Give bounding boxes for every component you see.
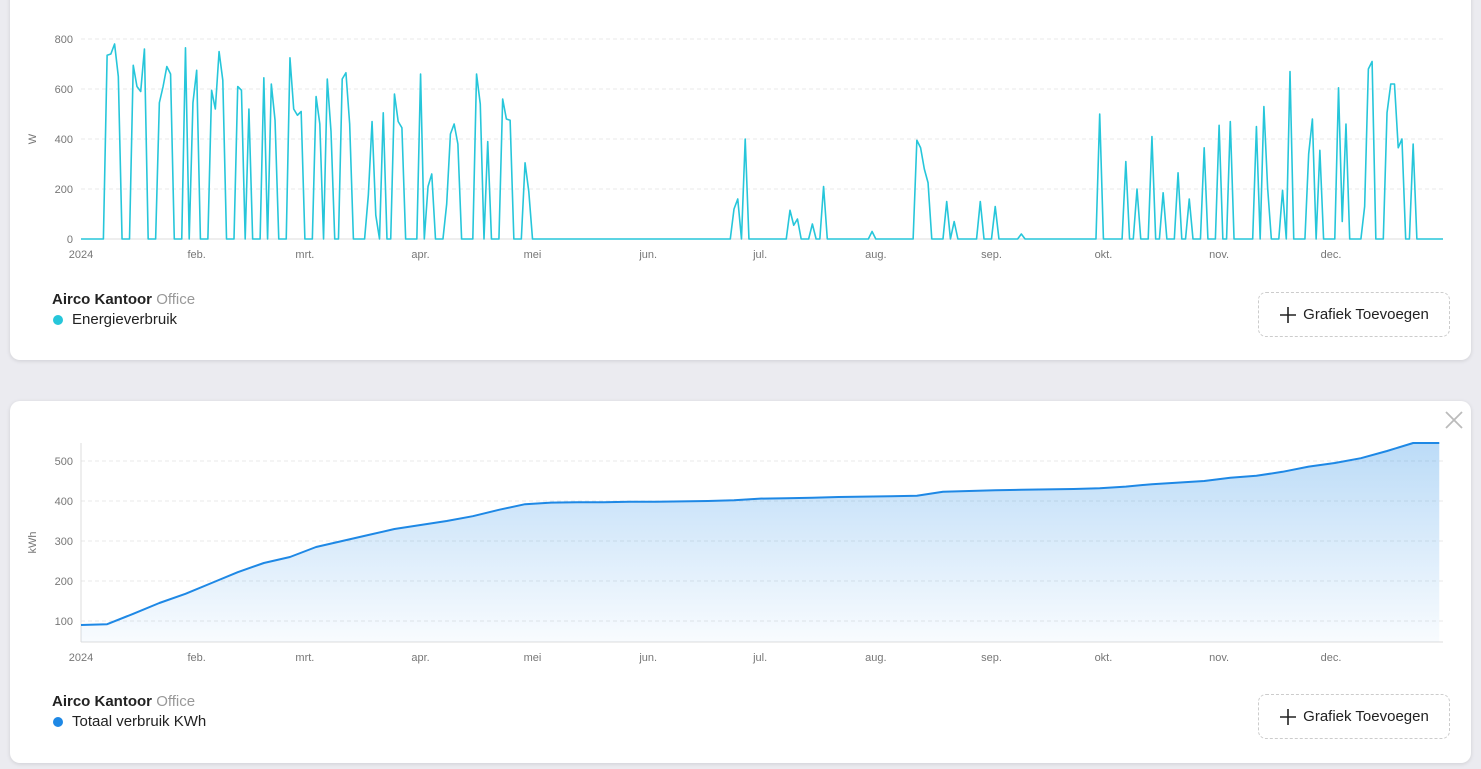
legend: Airco Kantoor Office Energieverbruik	[52, 290, 195, 330]
x-tick-label: apr.	[411, 249, 429, 261]
add-chart-button[interactable]: Grafiek Toevoegen	[1258, 292, 1450, 337]
x-tick-label: aug.	[865, 249, 886, 261]
x-tick-label: jul.	[752, 249, 767, 261]
location: Office	[156, 291, 196, 308]
y-axis-label: W	[27, 133, 39, 144]
x-tick-label: apr.	[411, 652, 429, 664]
legend: Airco Kantoor Office Totaal verbruik KWh	[52, 692, 206, 732]
series-line	[80, 442, 1440, 626]
x-tick-label: nov.	[1209, 249, 1229, 261]
x-tick-label: mrt.	[295, 249, 314, 261]
y-tick-label: 800	[55, 34, 73, 46]
chart: 0 200 400 600 800 2024 feb. mrt. apr. mei jun. jul.…	[27, 34, 1443, 261]
legend-label: Energieverbruik	[72, 311, 178, 328]
x-tick-label: aug.	[865, 652, 886, 664]
legend-item[interactable]: Totaal verbruik KWh	[52, 712, 206, 732]
legend-item[interactable]: Energieverbruik	[52, 310, 195, 330]
legend-title: Airco Kantoor Office	[52, 290, 195, 310]
chart-card: 100 200 300 400 500 2024 feb. mrt. apr. mei jun. ju…	[10, 401, 1471, 763]
x-tick-label: mei	[524, 249, 542, 261]
y-tick-label: 0	[67, 234, 73, 246]
y-tick-label: 500	[55, 456, 73, 468]
button-label: Grafiek Toevoegen	[1303, 306, 1429, 323]
y-tick-label: 400	[55, 496, 73, 508]
close-button[interactable]	[1444, 410, 1464, 430]
legend-dot	[53, 717, 63, 727]
x-tick-label: jul.	[752, 652, 767, 664]
x-tick-label: dec.	[1321, 249, 1342, 261]
y-tick-label: 300	[55, 536, 73, 548]
plus-icon	[1280, 306, 1297, 323]
x-tick-label: 2024	[69, 652, 93, 664]
x-tick-label: jun.	[638, 249, 657, 261]
y-tick-label: 100	[55, 616, 73, 628]
x-tick-label: 2024	[69, 249, 93, 261]
chart-card: 0 200 400 600 800 2024 feb. mrt. apr. mei jun. jul.…	[10, 0, 1471, 360]
button-label: Grafiek Toevoegen	[1303, 708, 1429, 725]
plus-icon	[1280, 708, 1297, 725]
y-axis-label: kWh	[27, 532, 39, 554]
x-tick-label: jun.	[638, 652, 657, 664]
area	[81, 443, 1440, 642]
y-tick-label: 200	[55, 184, 73, 196]
y-tick-label: 600	[55, 84, 73, 96]
chart: 100 200 300 400 500 2024 feb. mrt. apr. mei jun. ju…	[27, 442, 1443, 664]
legend-label: Totaal verbruik KWh	[72, 713, 207, 730]
x-tick-label: sep.	[981, 652, 1002, 664]
x-tick-label: feb.	[187, 652, 205, 664]
x-tick-label: okt.	[1095, 249, 1113, 261]
legend-title: Airco Kantoor Office	[52, 692, 206, 712]
device-name: Airco Kantoor	[52, 291, 153, 308]
series-line	[81, 43, 1443, 240]
x-tick-label: okt.	[1095, 652, 1113, 664]
x-tick-label: dec.	[1321, 652, 1342, 664]
location: Office	[156, 693, 196, 710]
device-name: Airco Kantoor	[52, 693, 153, 710]
x-tick-label: sep.	[981, 249, 1002, 261]
x-tick-label: feb.	[187, 249, 205, 261]
y-tick-label: 400	[55, 134, 73, 146]
x-tick-label: nov.	[1209, 652, 1229, 664]
x-tick-label: mrt.	[295, 652, 314, 664]
add-chart-button[interactable]: Grafiek Toevoegen	[1258, 694, 1450, 739]
legend-dot	[53, 315, 63, 325]
x-tick-label: mei	[524, 652, 542, 664]
y-tick-label: 200	[55, 576, 73, 588]
